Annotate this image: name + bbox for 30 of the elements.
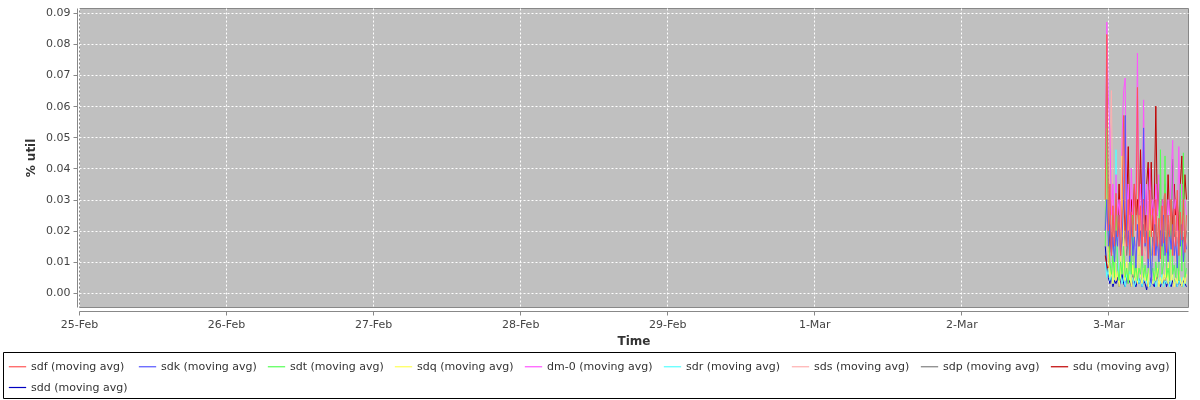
y-tick-label: 0.04 <box>46 161 71 175</box>
y-tick-label: 0.09 <box>46 6 71 20</box>
y-axis-title: % util <box>24 138 39 178</box>
x-tick-label: 29-Feb <box>648 317 687 331</box>
x-tick-label: 27-Feb <box>354 317 393 331</box>
legend-label: sds (moving avg) <box>814 359 910 373</box>
legend-label: sdu (moving avg) <box>1073 359 1170 373</box>
legend-label: sdf (moving avg) <box>31 359 125 373</box>
x-tick-label: 3-Mar <box>1092 317 1126 331</box>
y-tick-label: 0.03 <box>46 193 71 207</box>
y-tick-label: 0.08 <box>46 37 71 51</box>
y-tick-label: 0.06 <box>46 99 71 113</box>
y-tick-label: 0.00 <box>46 286 71 300</box>
y-tick-label: 0.07 <box>46 68 71 82</box>
legend-label: sdq (moving avg) <box>417 359 514 373</box>
legend-label: dm-0 (moving avg) <box>547 359 653 373</box>
x-tick-label: 28-Feb <box>501 317 540 331</box>
legend-label: sdr (moving avg) <box>686 359 781 373</box>
y-tick-label: 0.05 <box>46 130 71 144</box>
x-tick-label: 25-Feb <box>60 317 99 331</box>
y-tick-label: 0.01 <box>46 255 71 269</box>
legend-label: sdp (moving avg) <box>943 359 1040 373</box>
legend-label: sdd (moving avg) <box>31 380 128 394</box>
legend-label: sdt (moving avg) <box>290 359 384 373</box>
x-tick-label: 2-Mar <box>945 317 979 331</box>
y-tick-label: 0.02 <box>46 224 71 238</box>
x-axis-title: Time <box>617 333 651 348</box>
x-tick-label: 26-Feb <box>207 317 246 331</box>
x-tick-label: 1-Mar <box>798 317 832 331</box>
legend-label: sdk (moving avg) <box>161 359 257 373</box>
